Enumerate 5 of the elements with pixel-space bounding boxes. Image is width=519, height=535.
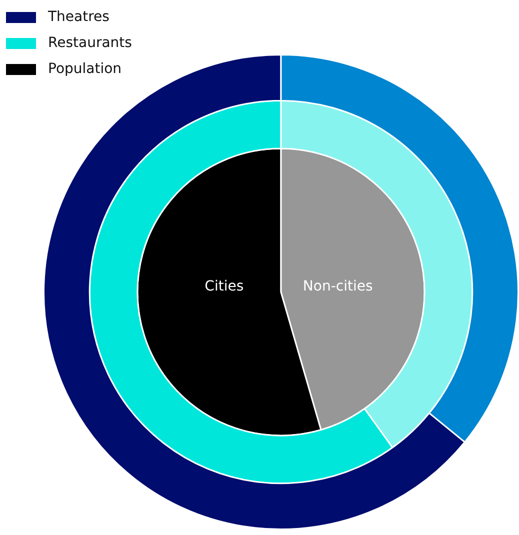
legend-label: Theatres	[48, 9, 110, 25]
slice-label: Non-cities	[302, 278, 373, 295]
slice-label: Cities	[204, 278, 244, 295]
legend-label: Restaurants	[48, 35, 132, 51]
legend-label: Population	[48, 61, 122, 77]
